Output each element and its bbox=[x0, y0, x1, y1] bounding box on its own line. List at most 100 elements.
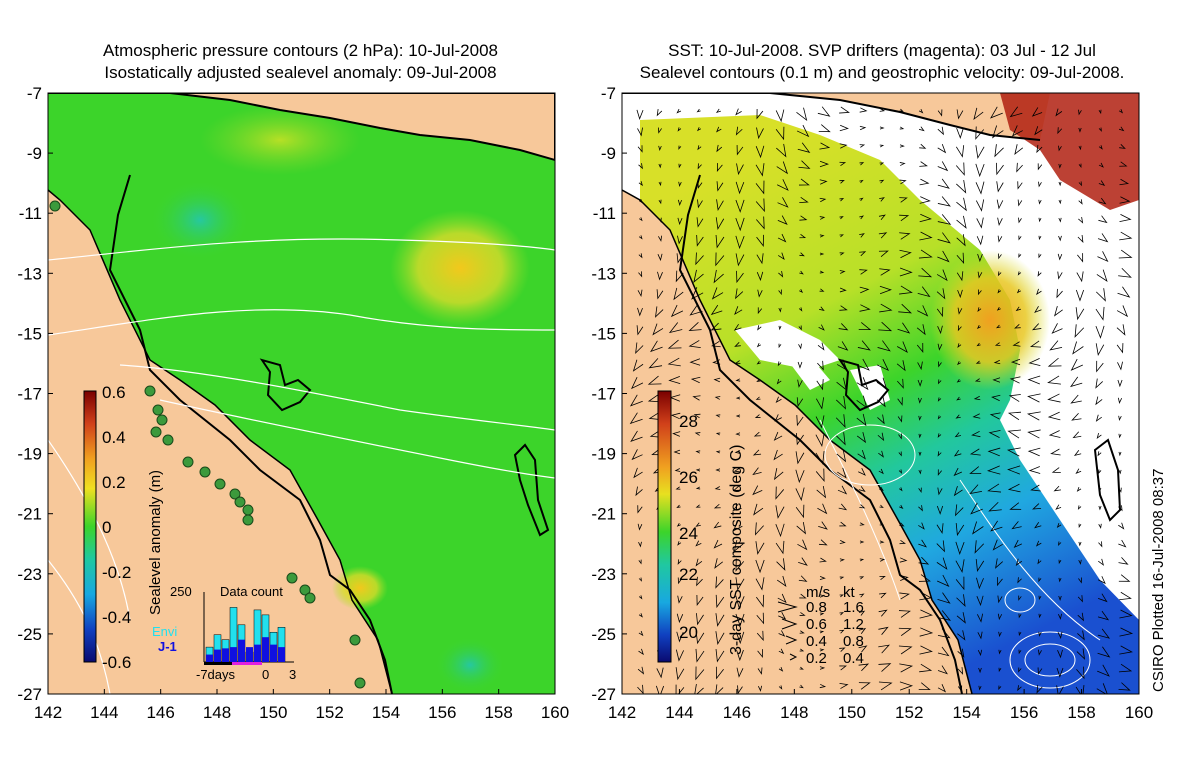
velocity-arrow bbox=[637, 523, 643, 531]
velocity-arrow bbox=[715, 594, 725, 609]
velocity-arrow bbox=[797, 379, 803, 388]
velocity-arrow bbox=[839, 179, 845, 184]
velocity-arrow bbox=[1006, 447, 1021, 457]
left-lon-tick-label: 156 bbox=[428, 703, 456, 722]
velocity-arrow bbox=[1018, 613, 1022, 619]
velocity-arrow bbox=[973, 395, 981, 401]
legend-row-2-kt: 0.8 bbox=[843, 633, 864, 650]
velocity-arrow bbox=[630, 430, 643, 442]
velocity-arrow bbox=[735, 235, 745, 250]
velocity-arrow bbox=[839, 197, 845, 202]
velocity-arrow bbox=[937, 415, 942, 420]
velocity-arrow bbox=[1097, 576, 1106, 585]
velocity-arrow bbox=[690, 376, 701, 384]
velocity-arrow bbox=[694, 683, 704, 694]
velocity-arrow bbox=[897, 415, 903, 423]
velocity-arrow bbox=[678, 145, 682, 150]
velocity-arrow bbox=[636, 325, 644, 336]
velocity-arrow bbox=[658, 217, 662, 223]
velocity-arrow bbox=[1118, 557, 1129, 565]
velocity-arrow bbox=[798, 160, 811, 169]
velocity-arrow bbox=[879, 575, 886, 580]
velocity-arrow bbox=[733, 467, 741, 473]
velocity-arrow bbox=[977, 289, 982, 296]
velocity-arrow bbox=[1097, 251, 1109, 263]
velocity-arrow bbox=[1058, 235, 1062, 242]
velocity-arrow bbox=[697, 181, 703, 189]
velocity-arrow bbox=[736, 163, 744, 176]
velocity-arrow bbox=[1098, 162, 1104, 168]
velocity-arrow bbox=[775, 396, 782, 404]
velocity-arrow bbox=[638, 595, 643, 600]
velocity-arrow bbox=[878, 468, 884, 475]
velocity-arrow bbox=[638, 253, 643, 259]
velocity-arrow bbox=[878, 626, 889, 635]
velocity-arrow bbox=[997, 613, 1003, 621]
velocity-arrow bbox=[1078, 199, 1083, 205]
right-lon-tick-label: 148 bbox=[780, 703, 808, 722]
velocity-arrow bbox=[817, 360, 824, 371]
velocity-arrow bbox=[1096, 288, 1106, 302]
velocity-arrow bbox=[898, 645, 913, 655]
velocity-arrow bbox=[819, 288, 825, 292]
velocity-arrow bbox=[937, 379, 942, 385]
velocity-arrow bbox=[1038, 199, 1042, 205]
velocity-arrow bbox=[798, 575, 808, 582]
right-lon-tick-label: 150 bbox=[838, 703, 866, 722]
velocity-arrow bbox=[839, 683, 849, 689]
velocity-arrow bbox=[917, 305, 929, 317]
velocity-arrow bbox=[658, 199, 662, 205]
queensland-coast bbox=[48, 189, 393, 694]
velocity-arrow bbox=[859, 540, 865, 544]
velocity-arrow bbox=[937, 610, 952, 621]
velocity-arrow bbox=[879, 126, 885, 130]
velocity-arrow bbox=[1028, 466, 1041, 474]
velocity-arrow bbox=[695, 486, 701, 490]
velocity-arrow bbox=[899, 663, 914, 673]
j1-count-bar bbox=[262, 637, 269, 662]
velocity-arrow bbox=[776, 558, 786, 571]
velocity-arrow bbox=[735, 558, 745, 572]
velocity-arrow bbox=[1118, 487, 1122, 493]
velocity-arrow bbox=[977, 649, 983, 657]
velocity-arrow bbox=[695, 666, 705, 681]
velocity-arrow bbox=[918, 249, 933, 259]
velocity-arrow bbox=[778, 325, 782, 331]
velocity-arrow bbox=[1098, 127, 1102, 132]
velocity-arrow bbox=[737, 685, 743, 694]
velocity-arrow bbox=[876, 377, 888, 390]
velocity-arrow bbox=[754, 522, 764, 536]
velocity-arrow bbox=[798, 307, 803, 312]
velocity-arrow bbox=[955, 523, 965, 537]
left-lon-tick-label: 160 bbox=[541, 703, 569, 722]
velocity-arrow bbox=[1047, 375, 1061, 385]
velocity-arrow bbox=[996, 181, 1004, 193]
j1-count-bar bbox=[278, 647, 285, 662]
velocity-arrow bbox=[775, 126, 785, 141]
left-lat-ticks: -7 -9 -11 -13 -15 -17 -19 -21 -23 -25 -27 bbox=[17, 84, 53, 704]
velocity-arrow bbox=[635, 342, 644, 354]
left-title-line2: Isostatically adjusted sealevel anomaly:… bbox=[104, 63, 497, 82]
velocity-arrow bbox=[991, 394, 1001, 402]
velocity-arrow bbox=[716, 144, 723, 153]
velocity-arrow bbox=[815, 450, 825, 465]
velocity-arrow bbox=[1016, 162, 1023, 173]
velocity-arrow bbox=[715, 234, 725, 249]
velocity-arrow bbox=[878, 232, 888, 239]
velocity-arrow bbox=[859, 504, 866, 509]
velocity-arrow bbox=[819, 683, 827, 689]
velocity-arrow bbox=[898, 469, 903, 474]
velocity-arrow bbox=[667, 339, 682, 349]
velocity-arrow bbox=[969, 484, 983, 495]
velocity-arrow bbox=[956, 378, 961, 383]
velocity-arrow bbox=[993, 359, 1001, 365]
velocity-arrow bbox=[1056, 288, 1063, 299]
velocity-arrow bbox=[955, 541, 965, 556]
velocity-arrow bbox=[859, 215, 864, 220]
velocity-arrow bbox=[878, 609, 888, 617]
velocity-arrow bbox=[732, 485, 741, 491]
velocity-arrow bbox=[657, 271, 663, 281]
velocity-arrow bbox=[899, 108, 904, 112]
velocity-arrow bbox=[735, 396, 741, 400]
velocity-arrow bbox=[1055, 504, 1062, 510]
